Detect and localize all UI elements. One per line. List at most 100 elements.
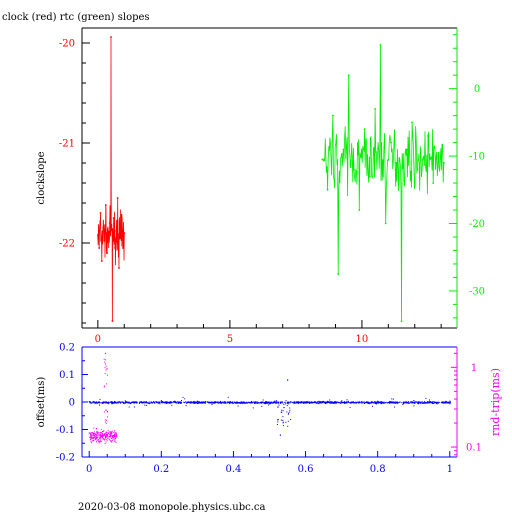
offset-dot [426, 402, 428, 404]
offset-dot [379, 402, 381, 404]
rndtrip-dot [116, 432, 118, 434]
offset-dot [242, 401, 244, 403]
rndtrip-dot [103, 358, 105, 360]
offset-dot [373, 402, 375, 404]
offset-dot [403, 402, 405, 404]
rndtrip-dot [114, 432, 116, 434]
rtc-point [411, 121, 414, 124]
offset-dot [177, 401, 178, 403]
offset-dot [271, 401, 273, 403]
offset-dot [196, 402, 198, 404]
rndtrip-dot [106, 435, 108, 437]
offset-dot [104, 401, 106, 403]
offset-dot [320, 401, 322, 403]
offset-dot [339, 403, 341, 404]
offset-dot [243, 402, 245, 404]
offset-dot [128, 406, 130, 408]
rtc-point [331, 114, 334, 117]
offset-dot [262, 402, 264, 404]
offset-dot [227, 401, 229, 403]
rndtrip-dot [105, 436, 107, 438]
offset-dot [93, 401, 95, 403]
offset-dot [445, 401, 447, 403]
offset-dot [356, 402, 358, 403]
offset-point [341, 400, 343, 402]
offset-dot [344, 401, 345, 403]
rndtrip-point [88, 432, 90, 434]
offset-dot [116, 402, 118, 404]
offset-dot [127, 402, 129, 404]
offset-dot [244, 402, 246, 404]
offset-dot [332, 402, 334, 404]
rtc-point [405, 148, 408, 151]
offset-point [283, 407, 285, 409]
offset-dot [251, 402, 253, 404]
offset-dot [193, 401, 195, 402]
offset-dot [442, 401, 444, 403]
rndtrip-dot [110, 441, 112, 442]
offset-dot [158, 401, 160, 403]
offset-dot [197, 401, 199, 403]
rtc-point [437, 151, 440, 154]
offset-dot [241, 402, 243, 404]
rndtrip-dot [115, 436, 117, 437]
offset-dot [443, 402, 445, 404]
offset-dot [289, 411, 291, 413]
offset-dot [222, 402, 224, 404]
offset-dot [298, 402, 299, 404]
rndtrip-dot [92, 434, 94, 435]
offset-dot [353, 402, 354, 404]
offset-dot [214, 401, 216, 403]
offset-dot [94, 401, 96, 403]
rndtrip-dot [92, 432, 93, 434]
rndtrip-dot [114, 441, 116, 443]
rndtrip-dot [107, 429, 109, 431]
offset-dot [446, 402, 448, 404]
offset-dot [261, 401, 263, 403]
clock-point [115, 230, 118, 232]
rndtrip-dot [94, 435, 96, 437]
offset-dot [276, 401, 278, 403]
offset-dot [134, 401, 136, 403]
offset-dot [252, 407, 254, 409]
offset-dot [431, 401, 433, 403]
footer-caption: 2020-03-08 monopole.physics.ubc.ca [78, 502, 265, 512]
offset-dot [100, 402, 102, 404]
rndtrip-dot [105, 431, 107, 433]
offset-dot [311, 401, 313, 403]
rndtrip-dot [112, 439, 114, 441]
offset-dot [334, 402, 336, 404]
top-x-tick-label: 10 [356, 334, 369, 345]
offset-dot [143, 401, 145, 403]
rndtrip-dot [112, 435, 114, 437]
rndtrip-dot [99, 435, 101, 437]
rndtrip-dot [104, 438, 106, 440]
offset-dot [259, 402, 261, 403]
top-right-tick-label: -20 [469, 219, 485, 230]
offset-dot [155, 401, 157, 403]
offset-dot [394, 406, 395, 408]
rtc-point [374, 107, 377, 110]
offset-dot [116, 401, 118, 403]
offset-dot [94, 402, 96, 404]
rndtrip-dot [110, 435, 112, 437]
offset-dot [139, 401, 141, 403]
offset-dot [204, 401, 206, 403]
offset-dot [255, 402, 257, 404]
offset-dot [411, 401, 413, 403]
bottom-left-tick-label: -0.1 [56, 425, 75, 436]
offset-dot [444, 402, 446, 404]
offset-dot [113, 402, 115, 404]
offset-dot [448, 402, 449, 404]
rndtrip-dot [110, 432, 112, 434]
offset-dot [284, 401, 286, 403]
offset-dot [448, 401, 449, 403]
offset-dot [392, 398, 394, 400]
rndtrip-dot [105, 421, 106, 423]
offset-dot [229, 402, 231, 403]
offset-dot [200, 401, 202, 403]
rndtrip-dot [96, 431, 98, 433]
offset-dot [120, 402, 122, 404]
offset-point [196, 400, 199, 402]
offset-dot [93, 401, 95, 403]
